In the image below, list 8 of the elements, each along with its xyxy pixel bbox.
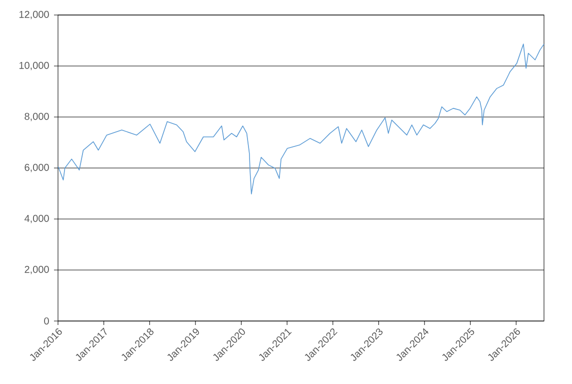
y-tick-label: 8,000 [24, 112, 49, 122]
y-tick-label: 6,000 [24, 164, 49, 172]
line-series [58, 44, 544, 194]
y-tick-label: 12,000 [19, 10, 49, 20]
y-tick-label: 4,000 [24, 214, 49, 224]
y-tick-label: 10,000 [19, 62, 49, 70]
y-tick-label: 0 [44, 317, 49, 325]
y-tick-label: 2,000 [24, 266, 49, 274]
